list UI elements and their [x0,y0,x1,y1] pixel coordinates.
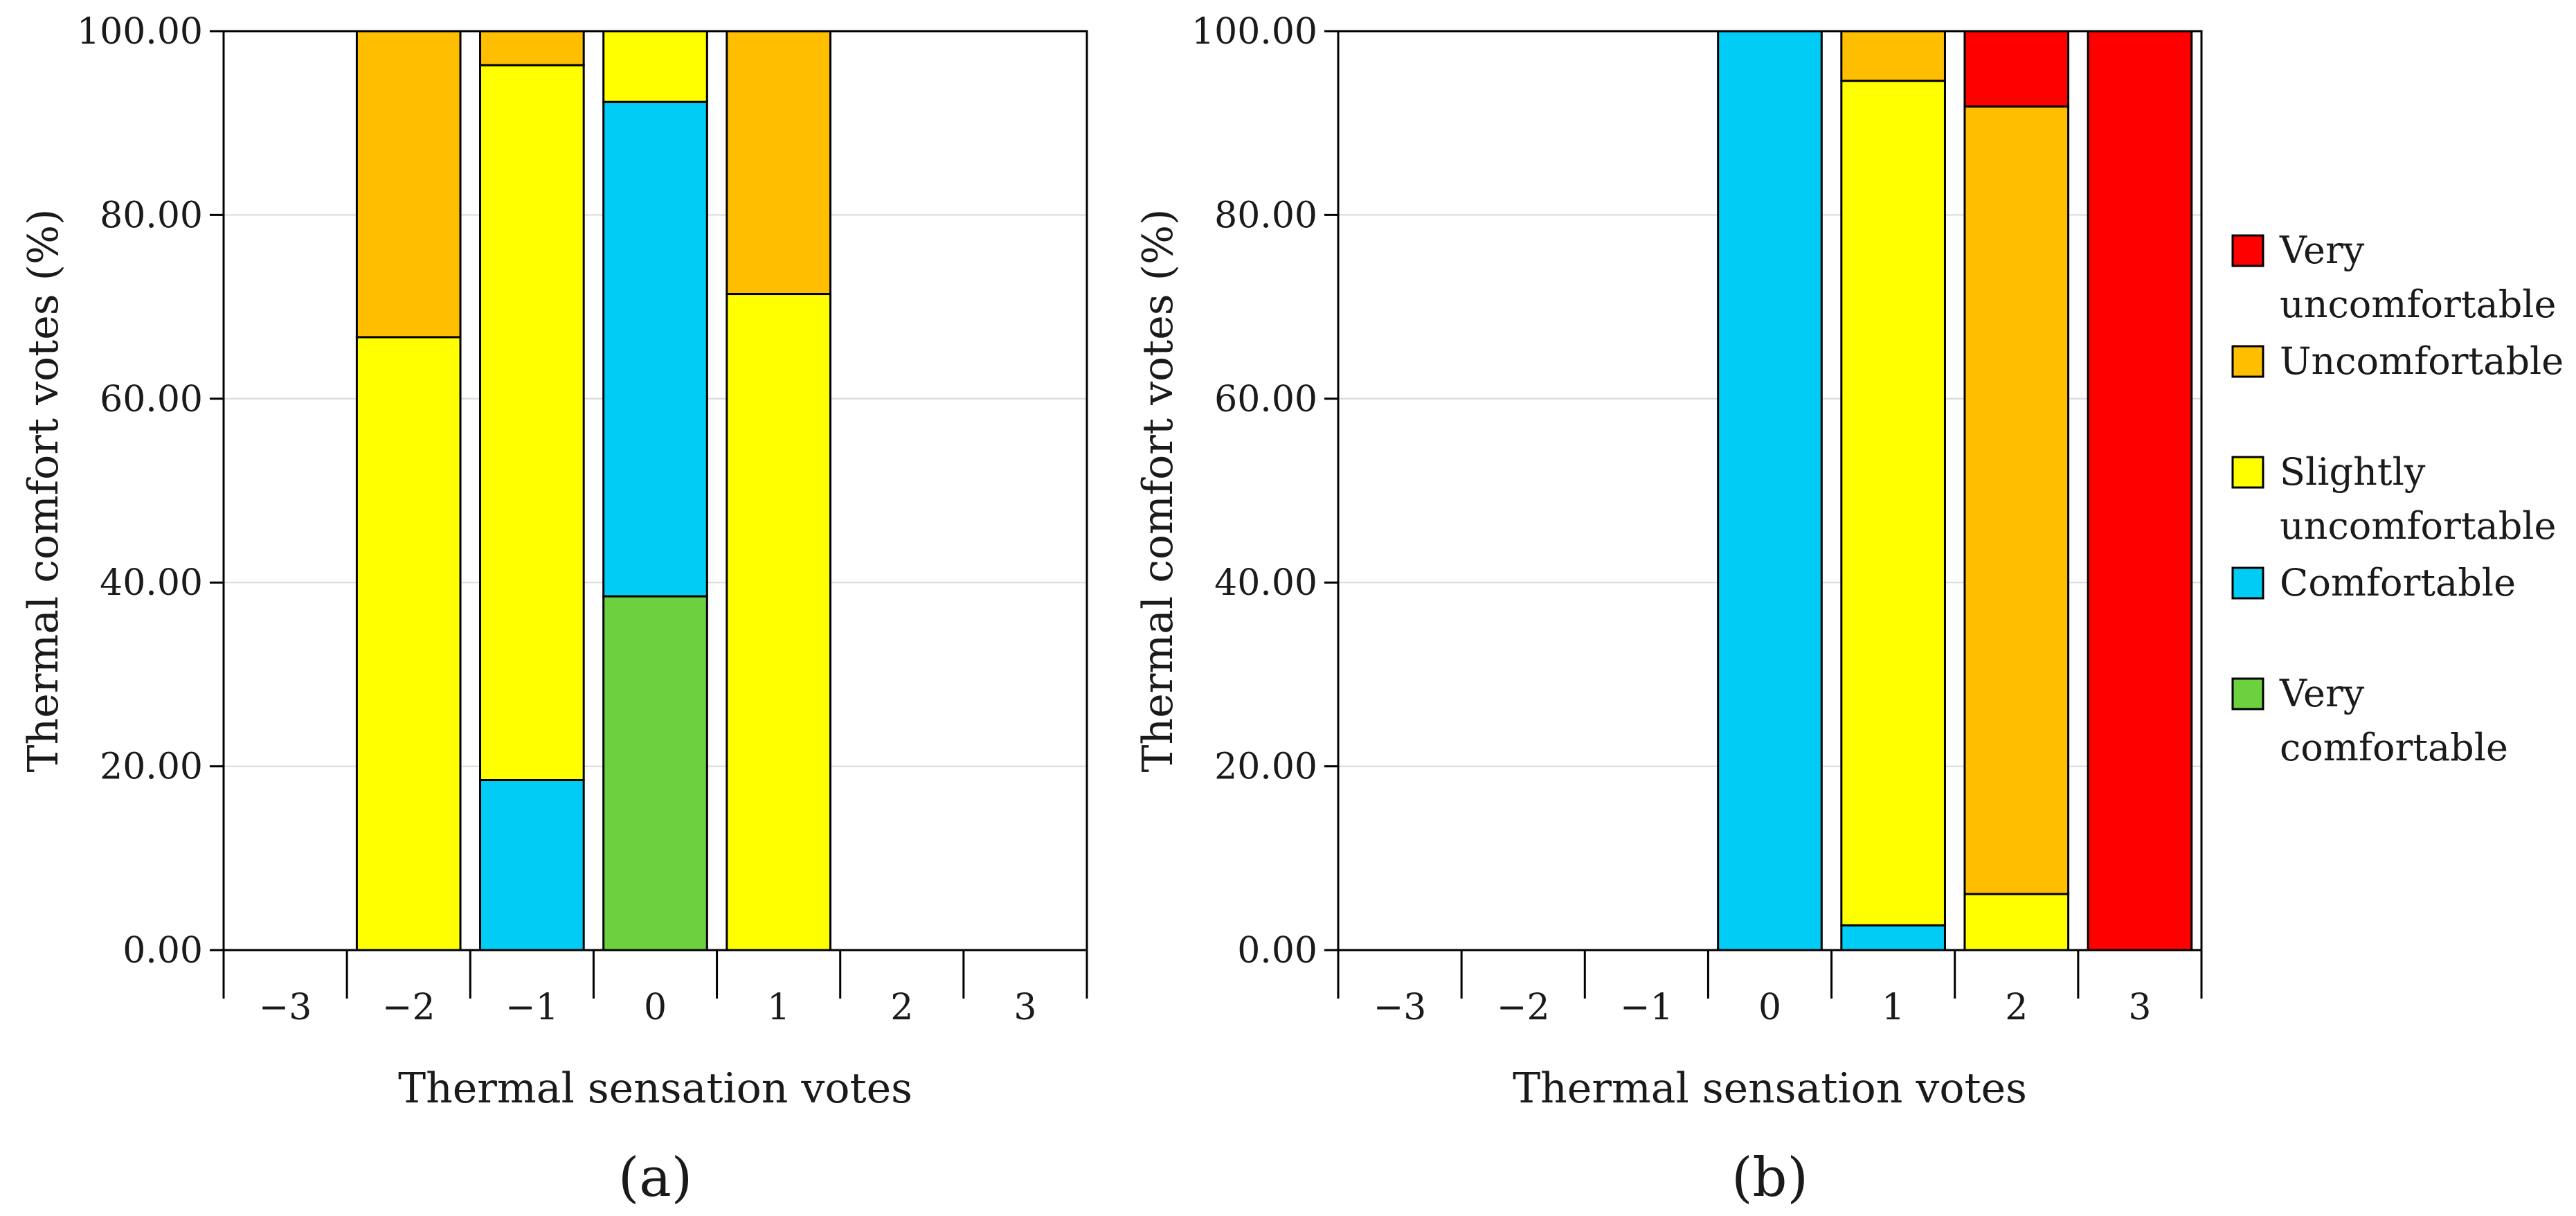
x-tick-label: 2 [890,987,913,1028]
legend-label: Comfortable [2280,561,2516,605]
bar-segment [1840,924,1946,951]
legend-item: Slightly uncomfortable [2231,450,2557,548]
bar-segment [1840,80,1946,927]
x-tick-label: −1 [505,987,559,1028]
y-tick-label: 40.00 [100,562,203,604]
legend-item: Very comfortable [2231,672,2508,769]
bars [355,30,831,951]
bar-segment [479,30,585,66]
y-tick-label: 60.00 [100,379,203,420]
bar-segment [726,293,831,951]
legend-swatch [2231,345,2264,378]
chart-panel-a: 0.00 20.00 40.00 60.00 80.00 100.00 −3 −2 −1 0 1 2 3… [19,11,1088,1209]
legend-swatch [2231,566,2264,600]
bar-segment [602,595,708,951]
legend-swatch [2231,456,2264,489]
x-tick-label: 0 [1758,987,1781,1028]
legend-item: Uncomfortable [2231,339,2564,383]
bar-segment [479,64,585,782]
y-tick-label: 20.00 [100,746,203,788]
y-tick-label: 0.00 [123,930,203,972]
bar-segment [602,100,708,598]
y-tick-label: 0.00 [1237,930,1317,972]
plot-frame [1337,30,2203,951]
bar-segment [1840,30,1946,82]
plot-frame [222,30,1088,951]
x-tick-label: 0 [644,987,667,1028]
bar-segment [355,30,462,339]
y-tick-label: 20.00 [1214,746,1317,788]
bar-segment [1963,105,2070,895]
legend-swatch [2231,234,2264,267]
legend-item: Very uncomfortable [2231,229,2557,326]
y-tick-label: 40.00 [1214,562,1317,604]
legend: Very uncomfortable Uncomfortable Slightly un… [2231,229,2564,769]
bars [1717,30,2193,951]
x-tick-label: 3 [2128,987,2151,1028]
y-tick-label: 100.00 [1191,11,1317,53]
axis-ticks: 0.00 20.00 40.00 60.00 80.00 100.00 −3 −2 −1 0 1 2 3 [1191,11,2203,1028]
bar-segment [1717,30,1823,951]
legend-label: Very [2279,672,2365,715]
legend-label: uncomfortable [2280,283,2557,326]
y-tick-label: 80.00 [1214,195,1317,236]
legend-swatch [2231,677,2264,710]
y-axis-title: Thermal comfort votes (%) [1134,209,1182,773]
x-tick-label: 3 [1014,987,1036,1028]
legend-label: Slightly [2280,450,2426,494]
x-tick-label: −3 [1373,987,1427,1028]
bar-segment [602,30,708,103]
y-tick-label: 80.00 [100,195,203,236]
x-tick-label: 1 [767,987,790,1028]
bar-segment [355,336,462,951]
legend-label: comfortable [2280,726,2508,769]
y-axis-title: Thermal comfort votes (%) [19,209,68,773]
panel-caption: (a) [618,1147,692,1209]
y-tick-label: 100.00 [77,11,203,53]
legend-item: Comfortable [2231,561,2516,605]
bar-segment [726,30,831,296]
x-axis-title: Thermal sensation votes [1513,1064,2027,1113]
x-tick-label: −3 [259,987,312,1028]
x-tick-label: −1 [1620,987,1673,1028]
legend-label: Very [2279,229,2365,272]
panel-caption: (b) [1731,1147,1808,1209]
legend-label: Uncomfortable [2280,339,2564,383]
axis-ticks: 0.00 20.00 40.00 60.00 80.00 100.00 −3 −2 −1 0 1 2 3 [77,11,1088,1028]
chart-panel-b: 0.00 20.00 40.00 60.00 80.00 100.00 −3 −2 −1 0 1 2 3… [1134,11,2203,1209]
x-tick-label: −2 [1497,987,1550,1028]
x-tick-label: 2 [2005,987,2028,1028]
x-axis-title: Thermal sensation votes [398,1064,912,1113]
y-tick-label: 60.00 [1214,379,1317,420]
bar-segment [2087,30,2193,951]
x-tick-label: −2 [382,987,435,1028]
x-tick-label: 1 [1882,987,1904,1028]
legend-label: uncomfortable [2280,504,2557,548]
bar-segment [1963,30,2070,108]
bar-segment [479,779,585,951]
bar-segment [1963,893,2070,951]
